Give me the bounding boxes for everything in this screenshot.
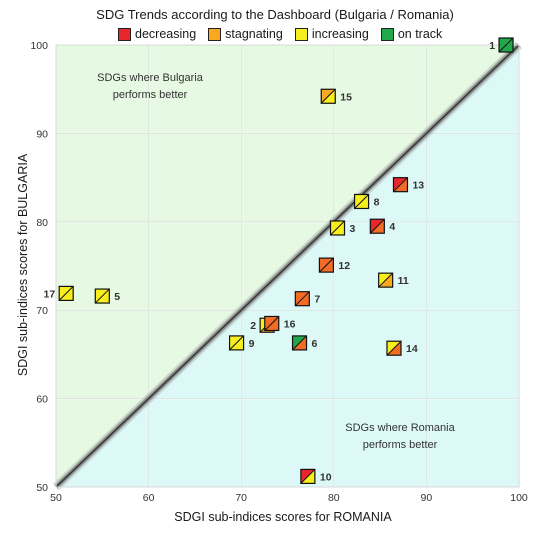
region-label-romania-line-1: SDGs where Romania xyxy=(345,422,455,434)
y-tick-label: 90 xyxy=(36,128,48,140)
region-label-bulgaria-line-1: SDGs where Bulgaria xyxy=(97,72,204,84)
sdg-label-17: 17 xyxy=(43,288,55,300)
sdg-marker-10 xyxy=(301,469,315,483)
sdg-label-6: 6 xyxy=(312,338,318,350)
x-tick-label: 90 xyxy=(421,492,433,504)
y-tick-label: 70 xyxy=(36,305,48,317)
sdg-marker-5 xyxy=(95,289,109,303)
sdg-marker-6 xyxy=(293,336,307,350)
sdg-marker-14 xyxy=(387,341,401,355)
y-tick-label: 100 xyxy=(30,40,48,52)
sdg-label-9: 9 xyxy=(249,338,255,350)
x-tick-label: 80 xyxy=(328,492,340,504)
y-tick-label: 50 xyxy=(36,482,48,494)
x-axis-title: SDGI sub-indices scores for ROMANIA xyxy=(174,510,392,524)
x-tick-label: 70 xyxy=(235,492,247,504)
sdg-marker-8 xyxy=(355,194,369,208)
region-label-romania-line-2: performs better xyxy=(363,439,438,451)
sdg-label-10: 10 xyxy=(320,471,332,483)
sdg-label-5: 5 xyxy=(114,291,120,303)
sdg-label-15: 15 xyxy=(340,91,352,103)
sdg-marker-12 xyxy=(319,258,333,272)
sdg-label-2: 2 xyxy=(250,320,256,332)
sdg-marker-11 xyxy=(379,273,393,287)
y-tick-label: 60 xyxy=(36,394,48,406)
sdg-label-14: 14 xyxy=(406,343,418,355)
sdg-marker-4 xyxy=(370,219,384,233)
sdg-marker-13 xyxy=(393,178,407,192)
x-tick-label: 60 xyxy=(143,492,155,504)
sdg-label-8: 8 xyxy=(374,196,380,208)
sdg-label-3: 3 xyxy=(350,223,356,235)
y-axis-title: SDGI sub-indices scores for BULGARIA xyxy=(16,153,30,376)
sdg-marker-15 xyxy=(321,89,335,103)
sdg-label-11: 11 xyxy=(398,275,409,287)
sdg-marker-16 xyxy=(265,316,279,330)
x-tick-label: 50 xyxy=(50,492,62,504)
sdg-label-16: 16 xyxy=(284,318,296,330)
sdg-label-4: 4 xyxy=(389,221,395,233)
sdg-marker-7 xyxy=(295,292,309,306)
y-tick-label: 80 xyxy=(36,217,48,229)
sdg-label-7: 7 xyxy=(314,294,320,306)
sdg-marker-3 xyxy=(331,221,345,235)
sdg-marker-17 xyxy=(59,286,73,300)
sdg-marker-1 xyxy=(499,38,513,52)
sdg-label-1: 1 xyxy=(489,40,495,52)
region-label-bulgaria-line-2: performs better xyxy=(113,89,188,101)
sdg-label-12: 12 xyxy=(338,260,350,272)
x-tick-label: 100 xyxy=(510,492,528,504)
sdg-label-13: 13 xyxy=(412,180,424,192)
sdg-marker-9 xyxy=(230,336,244,350)
